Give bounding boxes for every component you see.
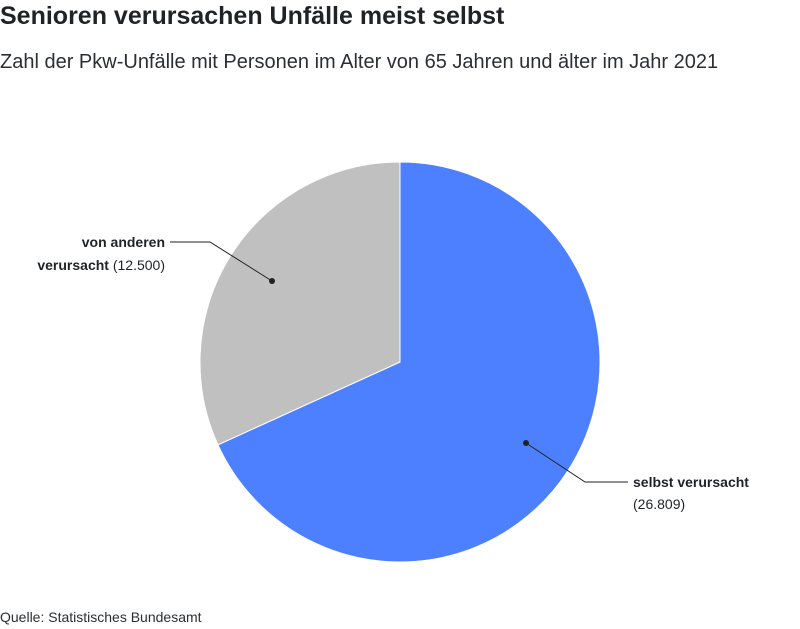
pie-slice-0 (217, 161, 601, 563)
leader-line-selbst (525, 442, 628, 483)
leader-dot-selbst (523, 440, 529, 446)
slice-value-von-anderen: (12.500) (113, 257, 165, 273)
pie-slice-1 (199, 161, 401, 446)
leader-line-von-anderen (170, 241, 273, 282)
chart-subtitle: Zahl der Pkw-Unfälle mit Personen im Alt… (0, 51, 719, 73)
leader-dot-von-anderen (269, 278, 275, 284)
slice-value-selbst: (26.809) (633, 496, 685, 512)
source-note: Quelle: Statistisches Bundesamt (0, 609, 202, 625)
chart-title: Senioren verursachen Unfälle meist selbs… (0, 2, 505, 30)
slice-label-von-anderen-line2: verursacht (12.500) (37, 257, 165, 273)
slice-label-von-anderen: von anderen (82, 234, 165, 250)
slice-label-selbst: selbst verursacht (633, 474, 749, 490)
